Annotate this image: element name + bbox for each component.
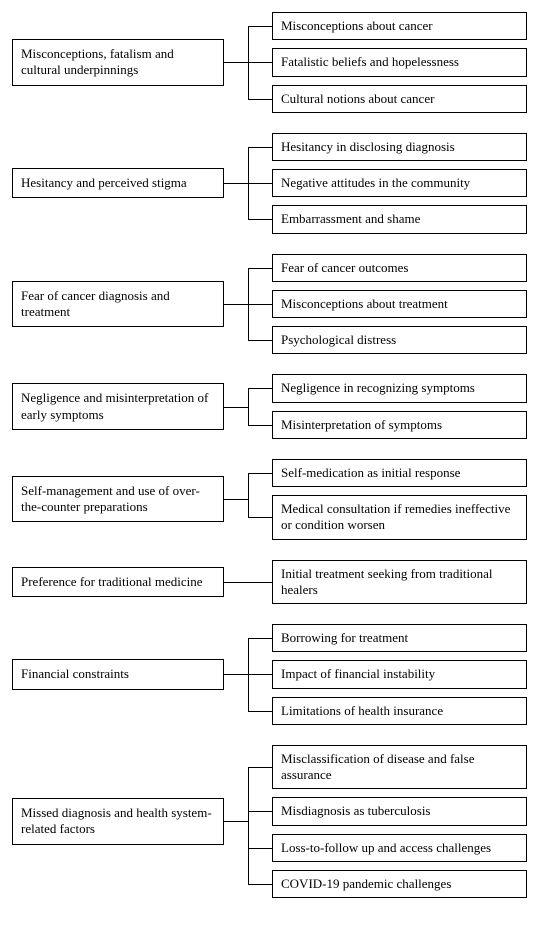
child-box: Negative attitudes in the community xyxy=(272,169,527,197)
child-box: Negligence in recognizing symptoms xyxy=(272,374,527,402)
connector-branch xyxy=(248,582,272,583)
child-box: Initial treatment seeking from tradition… xyxy=(272,560,527,605)
connector xyxy=(224,374,272,439)
child-box: Fatalistic beliefs and hopelessness xyxy=(272,48,527,76)
connector-branch xyxy=(248,517,272,518)
connector-branch xyxy=(248,304,272,305)
child-box: Borrowing for treatment xyxy=(272,624,527,652)
children-column: Misconceptions about cancer Fatalistic be… xyxy=(272,12,527,113)
child-box: Misconceptions about treatment xyxy=(272,290,527,318)
parent-box: Missed diagnosis and health system-relat… xyxy=(12,798,224,845)
children-column: Initial treatment seeking from tradition… xyxy=(272,560,527,605)
connector-stem xyxy=(224,407,248,408)
connector xyxy=(224,133,272,234)
group-row: Misconceptions, fatalism and cultural un… xyxy=(12,12,533,113)
child-box: Fear of cancer outcomes xyxy=(272,254,527,282)
child-box: Misdiagnosis as tuberculosis xyxy=(272,797,527,825)
connector xyxy=(224,12,272,113)
group-row: Fear of cancer diagnosis and treatment Fe… xyxy=(12,254,533,355)
diagram-root: Misconceptions, fatalism and cultural un… xyxy=(12,12,533,898)
group-row: Financial constraints Borrowing for treat… xyxy=(12,624,533,725)
connector-spine xyxy=(248,388,249,424)
child-box: Misconceptions about cancer xyxy=(272,12,527,40)
group-row: Hesitancy and perceived stigma Hesitancy … xyxy=(12,133,533,234)
connector-branch xyxy=(248,62,272,63)
connector-branch xyxy=(248,425,272,426)
group-row: Preference for traditional medicine Initi… xyxy=(12,560,533,605)
connector-stem xyxy=(224,582,248,583)
connector-stem xyxy=(224,499,248,500)
connector xyxy=(224,254,272,355)
connector-branch xyxy=(248,811,272,812)
parent-box: Hesitancy and perceived stigma xyxy=(12,168,224,198)
children-column: Self-medication as initial response Medic… xyxy=(272,459,527,540)
child-box: Misclassification of disease and false a… xyxy=(272,745,527,790)
connector-branch xyxy=(248,884,272,885)
connector-branch xyxy=(248,26,272,27)
connector-branch xyxy=(248,848,272,849)
child-box: Impact of financial instability xyxy=(272,660,527,688)
parent-box: Financial constraints xyxy=(12,659,224,689)
connector-stem xyxy=(224,304,248,305)
connector-spine xyxy=(248,767,249,884)
group-row: Self-management and use of over-the-coun… xyxy=(12,459,533,540)
children-column: Borrowing for treatment Impact of financi… xyxy=(272,624,527,725)
connector xyxy=(224,560,272,605)
child-box: Loss-to-follow up and access challenges xyxy=(272,834,527,862)
connector-stem xyxy=(224,62,248,63)
child-box: Limitations of health insurance xyxy=(272,697,527,725)
child-box: Psychological distress xyxy=(272,326,527,354)
connector xyxy=(224,624,272,725)
children-column: Fear of cancer outcomes Misconceptions ab… xyxy=(272,254,527,355)
connector-branch xyxy=(248,99,272,100)
parent-box: Fear of cancer diagnosis and treatment xyxy=(12,281,224,328)
connector xyxy=(224,745,272,898)
parent-box: Negligence and misinterpretation of earl… xyxy=(12,383,224,430)
connector-branch xyxy=(248,340,272,341)
connector-stem xyxy=(224,674,248,675)
connector-branch xyxy=(248,711,272,712)
child-box: COVID-19 pandemic challenges xyxy=(272,870,527,898)
parent-box: Misconceptions, fatalism and cultural un… xyxy=(12,39,224,86)
child-box: Cultural notions about cancer xyxy=(272,85,527,113)
children-column: Misclassification of disease and false a… xyxy=(272,745,527,898)
parent-box: Self-management and use of over-the-coun… xyxy=(12,476,224,523)
child-box: Hesitancy in disclosing diagnosis xyxy=(272,133,527,161)
connector-stem xyxy=(224,183,248,184)
connector-branch xyxy=(248,268,272,269)
group-row: Negligence and misinterpretation of earl… xyxy=(12,374,533,439)
connector xyxy=(224,459,272,540)
connector-branch xyxy=(248,767,272,768)
connector-branch xyxy=(248,388,272,389)
connector-branch xyxy=(248,473,272,474)
child-box: Embarrassment and shame xyxy=(272,205,527,233)
parent-box: Preference for traditional medicine xyxy=(12,567,224,597)
child-box: Misinterpretation of symptoms xyxy=(272,411,527,439)
children-column: Hesitancy in disclosing diagnosis Negativ… xyxy=(272,133,527,234)
connector-branch xyxy=(248,147,272,148)
connector-branch xyxy=(248,183,272,184)
connector-branch xyxy=(248,674,272,675)
connector-branch xyxy=(248,638,272,639)
child-box: Self-medication as initial response xyxy=(272,459,527,487)
connector-stem xyxy=(224,821,248,822)
connector-branch xyxy=(248,219,272,220)
children-column: Negligence in recognizing symptoms Misint… xyxy=(272,374,527,439)
child-box: Medical consultation if remedies ineffec… xyxy=(272,495,527,540)
connector-spine xyxy=(248,473,249,517)
group-row: Missed diagnosis and health system-relat… xyxy=(12,745,533,898)
